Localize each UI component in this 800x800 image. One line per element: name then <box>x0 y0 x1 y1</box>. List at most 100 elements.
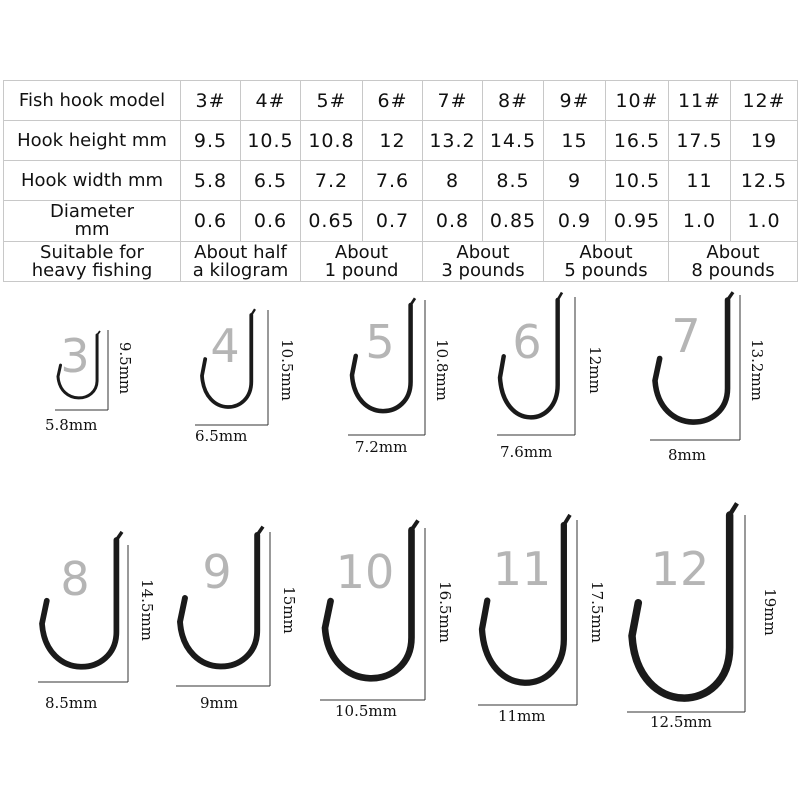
hook-number: 7 <box>671 309 700 363</box>
width-label: 7.6mm <box>500 443 552 461</box>
hook-number: 12 <box>651 542 710 596</box>
hook-number: 9 <box>202 545 231 599</box>
hook-number: 6 <box>512 315 541 369</box>
table-cell: 17.5 <box>668 120 731 161</box>
table-cell: 0.65 <box>300 200 363 242</box>
hook-icon <box>177 532 261 670</box>
table-cell: 10.5 <box>605 160 669 201</box>
capacity-cell: About 3 pounds <box>422 241 544 282</box>
width-label: 9mm <box>200 694 238 712</box>
spec-table: Fish hook model 3# 4# 5# 6# 7# 8# 9# 10# 11# 12# Ho… <box>3 80 798 282</box>
width-label: 8mm <box>668 446 706 464</box>
capacity-cell-line: a kilogram <box>192 259 289 281</box>
hook-5: 5 10.8mm 7.2mm <box>348 297 451 456</box>
hook-icon <box>652 297 731 425</box>
table-cell: 3# <box>180 80 241 121</box>
hook-eye-icon <box>556 291 564 301</box>
row-header-line: Suitable for <box>40 241 144 263</box>
table-cell: 8.5 <box>482 160 544 201</box>
table-cell: 12.5 <box>730 160 798 201</box>
hook-8: 8 14.5mm 8.5mm <box>38 530 156 712</box>
table-cell: 10# <box>605 80 669 121</box>
hook-6: 6 12mm 7.6mm <box>497 291 604 461</box>
table-cell: 9 <box>543 160 606 201</box>
capacity-cell-line: About half <box>194 241 287 263</box>
table-cell: 13.2 <box>422 120 483 161</box>
height-label: 12mm <box>586 346 604 394</box>
table-row: Suitable for heavy fishing About half a kil… <box>3 241 798 282</box>
height-label: 13.2mm <box>748 339 766 401</box>
hook-icon <box>349 302 413 414</box>
width-label: 6.5mm <box>195 427 247 445</box>
hook-number: 4 <box>210 319 239 373</box>
width-label: 5.8mm <box>45 416 97 434</box>
table-cell: 8 <box>422 160 483 201</box>
table-row: Fish hook model 3# 4# 5# 6# 7# 8# 9# 10# 11# 12# <box>3 80 798 121</box>
capacity-cell-line: 8 pounds <box>691 259 775 281</box>
capacity-cell-line: 1 pound <box>324 259 399 281</box>
table-cell: 10.5 <box>240 120 301 161</box>
height-label: 10.8mm <box>433 339 451 401</box>
width-label: 10.5mm <box>335 702 397 720</box>
hook-4: 4 10.5mm 6.5mm <box>195 308 296 445</box>
height-label: 15mm <box>280 586 298 634</box>
hook-icon <box>321 526 415 682</box>
row-header: Hook height mm <box>3 120 181 161</box>
table-cell: 1.0 <box>668 200 731 242</box>
row-header: Diameter mm <box>3 200 181 242</box>
table-cell: 10.8 <box>300 120 363 161</box>
capacity-cell: About half a kilogram <box>180 241 301 282</box>
table-cell: 12# <box>730 80 798 121</box>
capacity-cell-line: About <box>334 241 389 263</box>
row-header: Fish hook model <box>3 80 181 121</box>
table-row: Hook height mm 9.5 10.5 10.8 12 13.2 14.5 15 16.… <box>3 120 798 161</box>
hook-eye-icon <box>727 502 739 517</box>
table-cell: 9# <box>543 80 606 121</box>
table-cell: 0.95 <box>605 200 669 242</box>
height-label: 19mm <box>761 588 779 636</box>
hook-9: 9 15mm 9mm <box>176 525 298 712</box>
hook-eye-icon <box>255 525 265 537</box>
capacity-cell: About 1 pound <box>300 241 423 282</box>
table-cell: 0.8 <box>422 200 483 242</box>
hook-eye-icon <box>562 513 572 526</box>
hook-icon <box>56 333 99 400</box>
table-row: Hook width mm 5.8 6.5 7.2 7.6 8 8.5 9 10.5 11 12.5 <box>3 160 798 201</box>
hook-12: 12 19mm 12.5mm <box>627 502 779 731</box>
hook-eye-icon <box>96 330 101 336</box>
table-cell: 0.6 <box>240 200 301 242</box>
table-cell: 7.2 <box>300 160 363 201</box>
table-cell: 5# <box>300 80 363 121</box>
capacity-cell: About 5 pounds <box>543 241 669 282</box>
row-header-line: Diameter <box>49 201 135 222</box>
hook-icon <box>200 313 254 409</box>
height-label: 9.5mm <box>116 342 134 394</box>
hook-icon <box>478 521 567 686</box>
hook-number: 10 <box>336 545 395 599</box>
table-cell: 11# <box>668 80 731 121</box>
hook-number: 5 <box>365 315 394 369</box>
hook-eye-icon <box>409 297 417 306</box>
hook-11: 11 17.5mm 11mm <box>478 513 606 725</box>
hook-icon <box>497 297 560 420</box>
hook-number: 11 <box>493 542 552 596</box>
hook-7: 7 13.2mm 8mm <box>650 291 766 464</box>
hook-number: 8 <box>60 552 89 606</box>
hook-3: 3 9.5mm 5.8mm <box>45 329 134 434</box>
capacity-cell-line: About <box>579 241 633 263</box>
capacity-cell-line: About <box>456 241 510 263</box>
capacity-cell: About 8 pounds <box>668 241 798 282</box>
hook-eye-icon <box>250 308 256 316</box>
row-header-line: heavy fishing <box>31 259 153 281</box>
width-label: 11mm <box>498 707 546 725</box>
width-label: 7.2mm <box>355 438 407 456</box>
width-label: 8.5mm <box>45 694 97 712</box>
hook-icon <box>628 511 734 702</box>
table-cell: 7.6 <box>362 160 423 201</box>
hook-eye-icon <box>726 291 735 301</box>
hook-eye-icon <box>114 530 124 541</box>
capacity-cell-line: About <box>706 241 760 263</box>
table-cell: 8# <box>482 80 544 121</box>
width-label: 12.5mm <box>650 713 712 731</box>
